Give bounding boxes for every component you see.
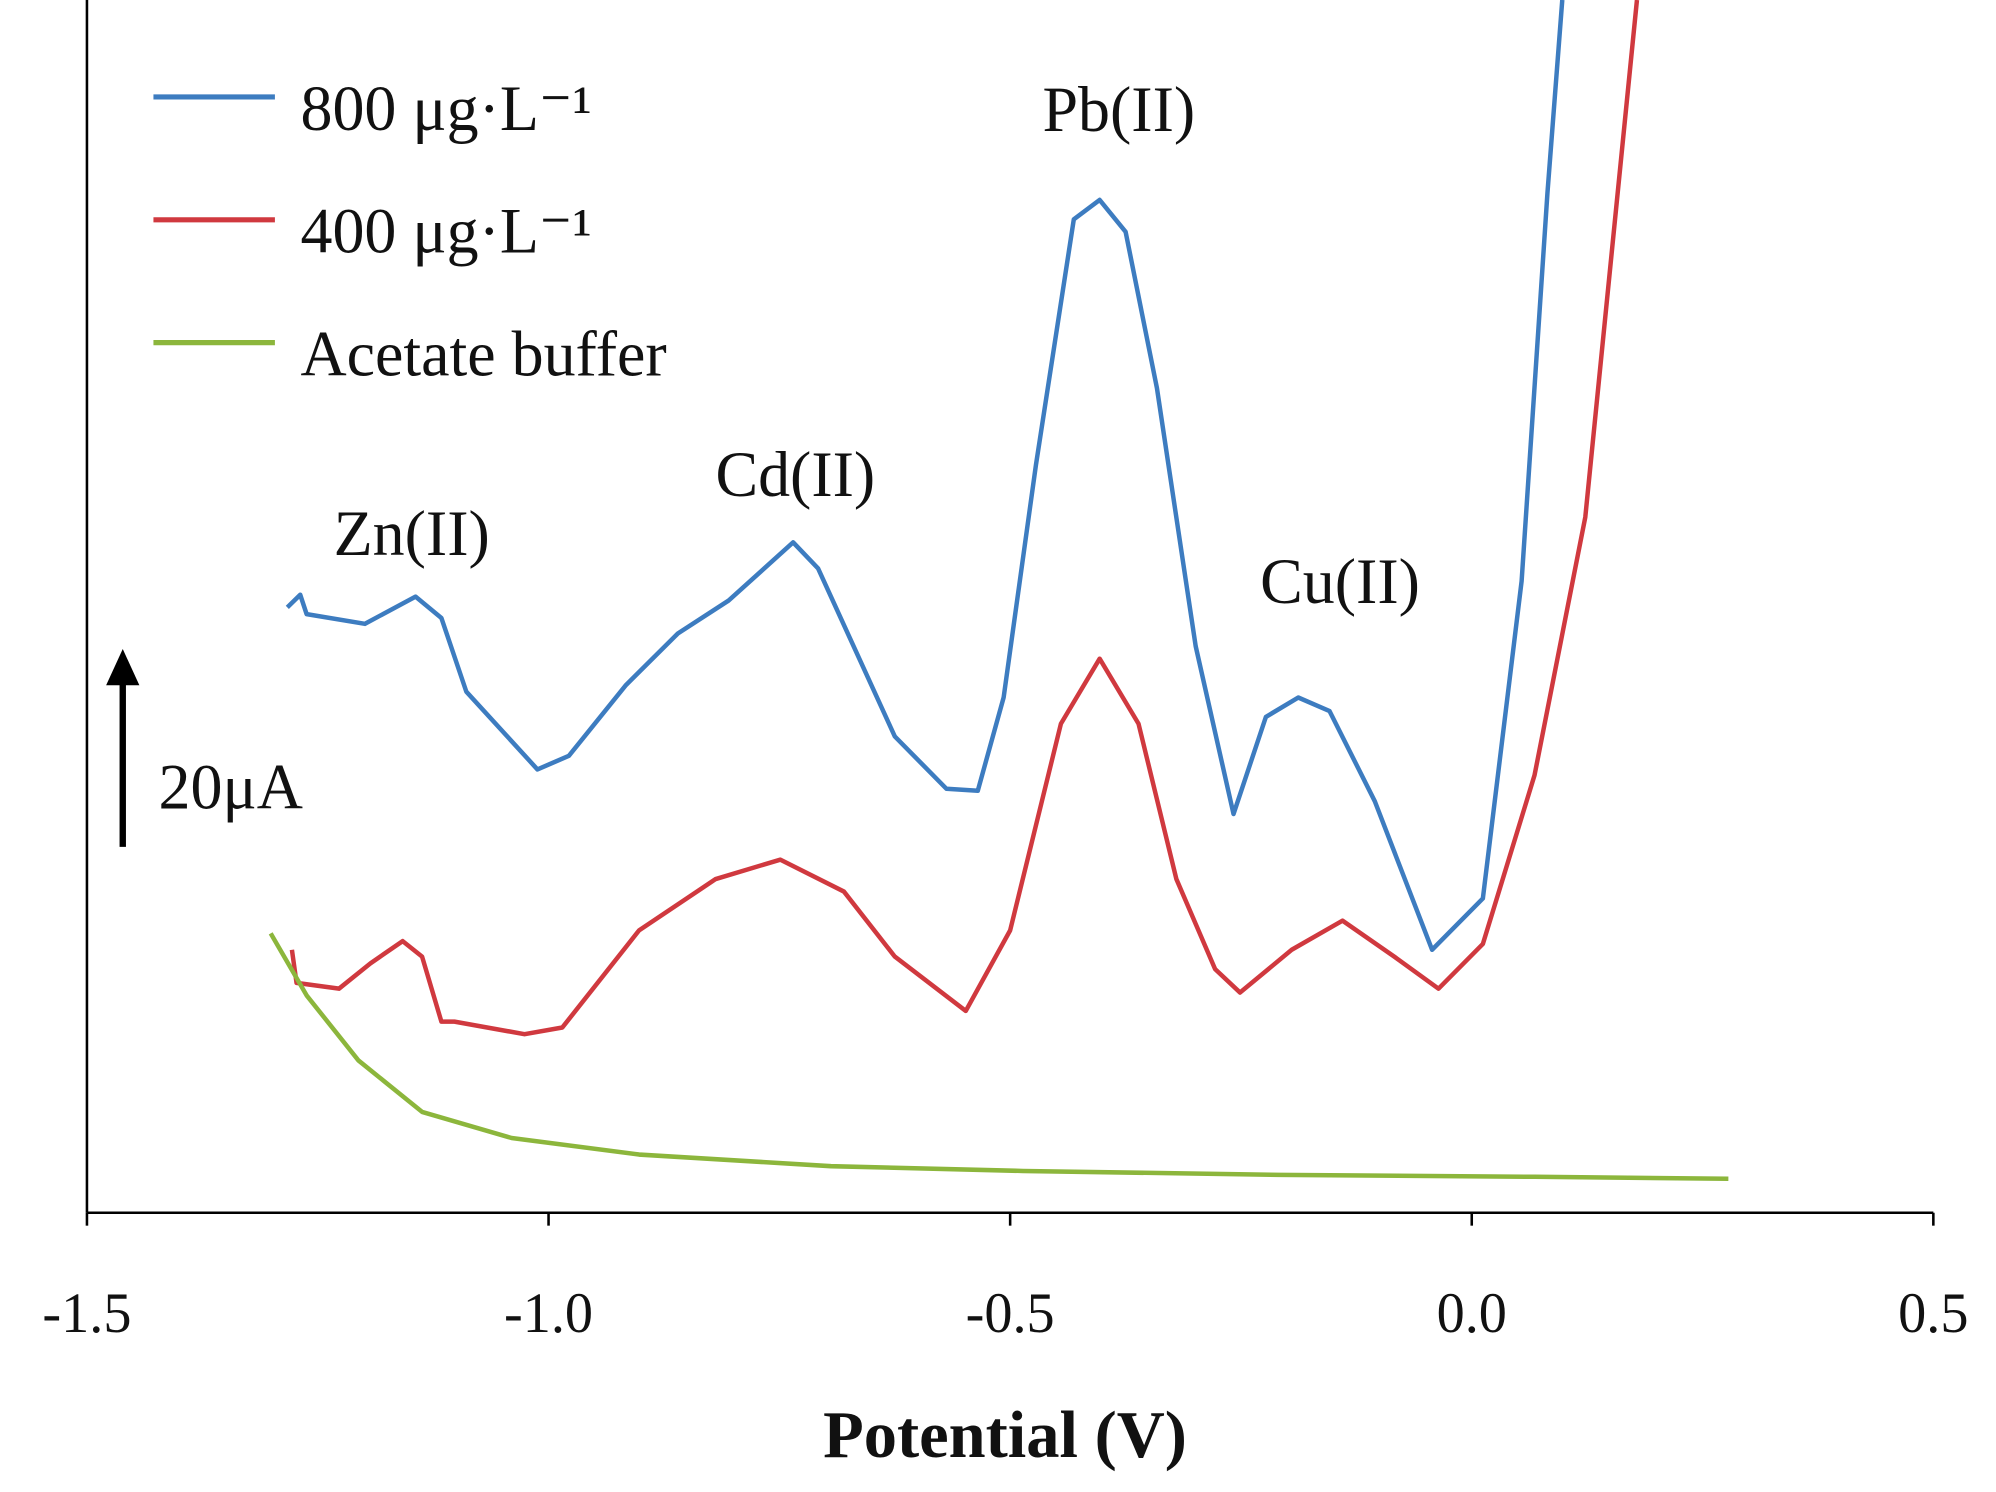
series-line (289, 0, 1640, 1037)
peak-annotation: Cu(II) (1260, 546, 1420, 617)
peak-annotation: Pb(II) (1043, 74, 1196, 145)
series-line (268, 932, 1729, 1181)
x-tick-label: -1.5 (42, 1283, 131, 1345)
peak-annotation: Cd(II) (715, 438, 875, 509)
legend-label: 400 μg·L⁻¹ (300, 195, 591, 266)
legend-label: 800 μg·L⁻¹ (300, 73, 591, 144)
legend-label: Acetate buffer (300, 318, 666, 389)
series-line (285, 0, 1565, 953)
peak-annotation: Zn(II) (334, 498, 490, 569)
x-tick-label: -0.5 (966, 1283, 1055, 1345)
x-axis-label: Potential (V) (823, 1398, 1187, 1472)
scale-bar-arrow (106, 649, 140, 686)
scale-bar-label: 20μA (159, 751, 303, 822)
x-tick-label: 0.0 (1437, 1283, 1507, 1345)
x-tick-label: -1.0 (504, 1283, 593, 1345)
x-tick-label: 0.5 (1898, 1283, 1968, 1345)
plot-area (268, 0, 1729, 1181)
